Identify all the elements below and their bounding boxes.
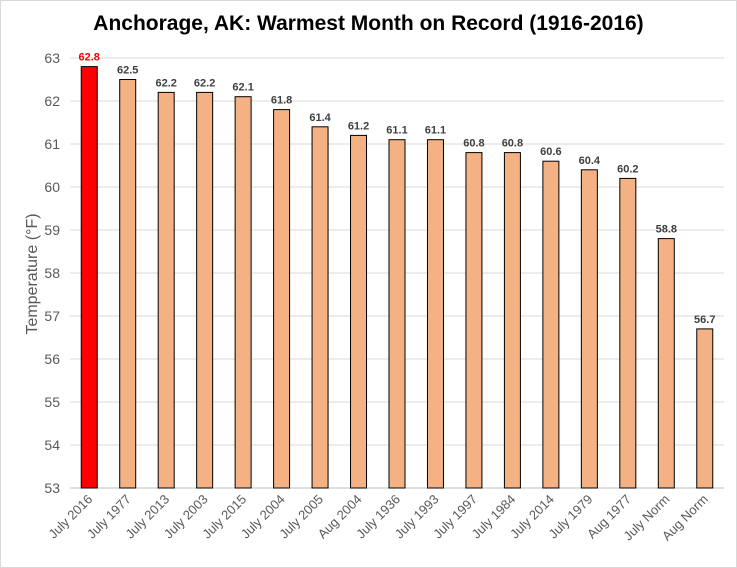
data-label: 61.4 [309, 112, 331, 124]
data-labels: 62.8 62.5 62.2 62.2 62.1 61.8 61.4 61.2 61.1 61.1… [79, 52, 716, 326]
data-label: 62.2 [155, 77, 176, 89]
data-label: 60.4 [579, 155, 601, 167]
data-label: 62.2 [194, 77, 215, 89]
bar [426, 139, 444, 489]
bar [580, 169, 598, 489]
y-tick-label: 62 [44, 93, 60, 109]
y-tick-label: 57 [44, 308, 60, 324]
y-tick-label: 53 [44, 480, 60, 496]
bar [388, 139, 406, 489]
data-label: 62.5 [117, 65, 138, 77]
data-label: 61.8 [271, 95, 292, 107]
y-tick-label: 60 [44, 179, 60, 195]
bar [696, 328, 714, 489]
bar [80, 66, 98, 489]
bar [350, 134, 368, 489]
chart-title: Anchorage, AK: Warmest Month on Record (… [93, 12, 644, 35]
y-tick-label: 56 [44, 351, 60, 367]
bars [80, 66, 714, 489]
bar [234, 96, 252, 489]
bar [196, 91, 214, 489]
bar [465, 152, 483, 489]
data-label: 62.8 [79, 52, 100, 64]
data-label: 60.8 [502, 138, 523, 150]
bar [542, 160, 560, 489]
data-label: 58.8 [656, 224, 677, 236]
data-label: 56.7 [694, 314, 715, 326]
y-axis-label: Temperature (°F) [24, 213, 41, 334]
y-tick-label: 55 [44, 394, 60, 410]
y-tick-label: 61 [44, 136, 60, 152]
data-label: 60.6 [540, 146, 561, 158]
bar [273, 109, 291, 489]
bar [503, 152, 521, 489]
data-label: 61.1 [386, 125, 407, 137]
data-label: 60.8 [463, 138, 484, 150]
bar [311, 126, 329, 489]
bar [657, 238, 675, 489]
bar [157, 91, 175, 489]
bar [619, 177, 637, 489]
data-label: 60.2 [617, 163, 638, 175]
y-tick-label: 63 [44, 50, 60, 66]
y-tick-label: 59 [44, 222, 60, 238]
bar [119, 79, 137, 489]
data-label: 62.1 [232, 82, 253, 94]
y-axis-ticks: 53 54 55 56 57 58 59 60 61 62 63 [44, 50, 60, 496]
y-tick-label: 54 [44, 437, 60, 453]
data-label: 61.1 [425, 125, 446, 137]
data-label: 61.2 [348, 120, 369, 132]
y-tick-label: 58 [44, 265, 60, 281]
